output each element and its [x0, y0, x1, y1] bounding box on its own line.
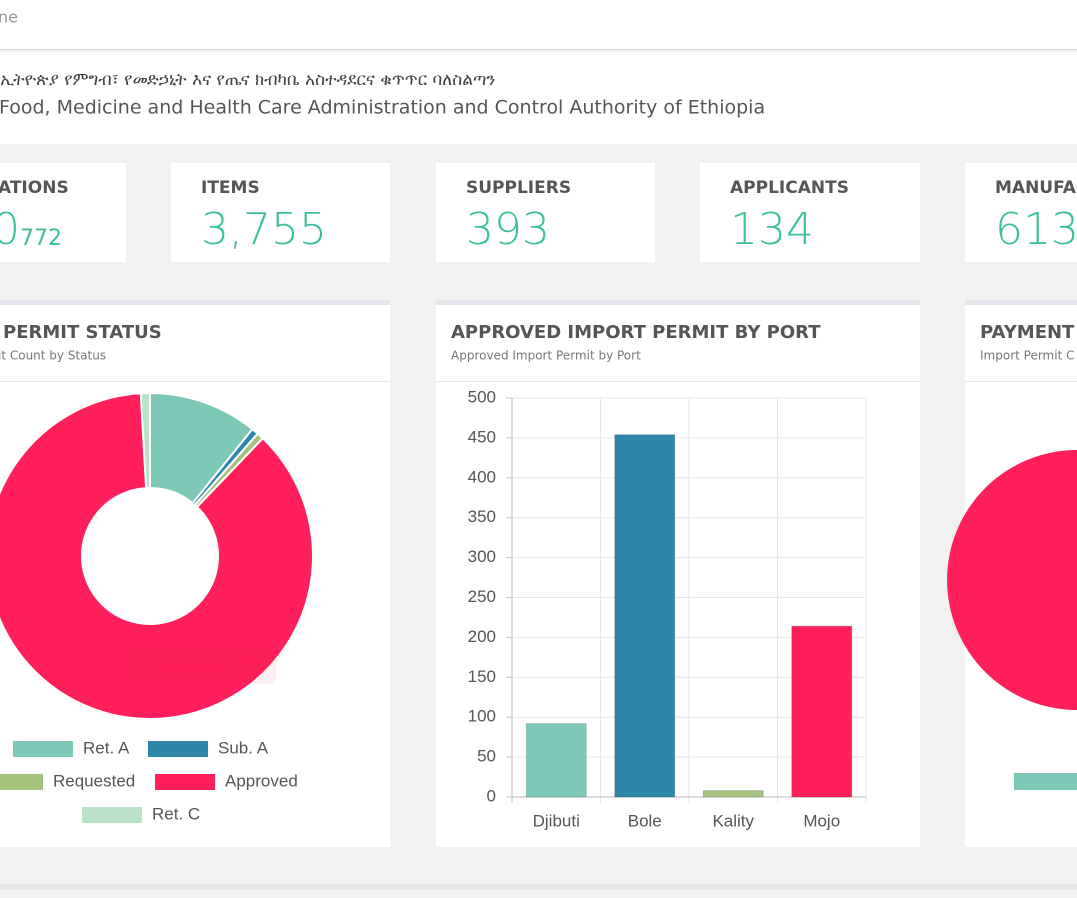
tooltip-text: Approved: 772: [152, 657, 256, 674]
y-tick-label: 500: [468, 387, 496, 406]
stat-card: [700, 163, 920, 262]
x-tick-label: Kality: [712, 811, 754, 830]
stat-label: ATIONS: [0, 178, 69, 198]
stat-card: [965, 163, 1077, 262]
breadcrumb[interactable]: ne: [0, 8, 18, 27]
y-tick-label: 0: [487, 786, 496, 805]
y-tick-label: 50: [477, 747, 496, 766]
panel-title: APPROVED IMPORT PERMIT BY PORT: [451, 322, 821, 343]
legend-label: Sub. A: [218, 738, 269, 757]
legend-swatch: [13, 741, 73, 757]
y-tick-label: 150: [468, 667, 496, 686]
stat-card: [171, 163, 390, 262]
stat-card: [0, 163, 126, 262]
stat-value: 393: [466, 204, 550, 255]
panel-top: [965, 300, 1077, 305]
panel-title: PERMIT STATUS: [3, 322, 162, 343]
stat-label: APPLICANTS: [730, 178, 849, 198]
legend-label: Approved: [225, 771, 298, 790]
stat-cards: ATIONS 0 772 ITEMS 3,755 SUPPLIERS 393 APPLICAN…: [0, 163, 1077, 262]
y-tick-label: 250: [468, 587, 496, 606]
x-tick-label: Djibuti: [533, 811, 580, 830]
bar: [614, 434, 676, 798]
y-tick-label: 100: [468, 707, 496, 726]
doughnut-slice: [0, 392, 314, 720]
payment-legend-swatch: [1014, 773, 1077, 790]
doughnut-slice: [139, 391, 151, 490]
y-tick-label: 450: [468, 427, 496, 446]
panel-top: [0, 300, 390, 305]
header-english: Food, Medicine and Health Care Administr…: [0, 97, 765, 119]
legend-swatch: [0, 774, 43, 790]
panel-top: [436, 300, 920, 305]
top-bar: [0, 0, 1077, 49]
legend-swatch: [82, 807, 142, 823]
y-tick-label: 400: [468, 467, 496, 486]
legend-label: Ret. A: [83, 738, 130, 757]
stat-value: 0: [0, 204, 20, 255]
panel-title: PAYMENT: [980, 322, 1075, 343]
stat-label: ITEMS: [201, 178, 260, 198]
stat-value: 613: [995, 204, 1077, 255]
stat-label: SUPPLIERS: [466, 178, 571, 198]
panel-subtitle: Approved Import Permit by Port: [451, 349, 641, 363]
stat-value: 134: [730, 204, 814, 255]
legend-swatch: [148, 741, 208, 757]
y-tick-label: 200: [468, 627, 496, 646]
header-amharic: የኢትዮጵያ የምግብ፣ የመድኃኒት እና የጤና ክብካቤ አስተዳደርና …: [0, 70, 495, 90]
footer-line: [0, 884, 1077, 890]
y-tick-label: 350: [468, 507, 496, 526]
payment-pie-fragment: [947, 450, 1077, 710]
header: [0, 52, 1077, 144]
stat-extra: 772: [20, 226, 62, 251]
bar: [791, 625, 853, 798]
tooltip: [118, 648, 276, 684]
x-tick-label: Mojo: [803, 811, 840, 830]
stat-card: [436, 163, 655, 262]
stat-label: MANUFAC: [995, 178, 1077, 198]
legend-swatch: [155, 774, 215, 790]
panels: PERMIT STATUS it Count by Status APPROVED …: [0, 300, 1077, 847]
bar: [702, 790, 764, 798]
stat-value: 3,755: [201, 204, 327, 255]
x-tick-label: Bole: [628, 811, 662, 830]
panel-subtitle: it Count by Status: [0, 349, 106, 363]
bar: [525, 723, 587, 798]
tooltip-swatch: [131, 657, 146, 672]
panel-subtitle: Import Permit C: [980, 349, 1074, 363]
legend-label: Ret. C: [152, 804, 200, 823]
legend-label: Requested: [53, 771, 135, 790]
y-tick-label: 300: [468, 547, 496, 566]
